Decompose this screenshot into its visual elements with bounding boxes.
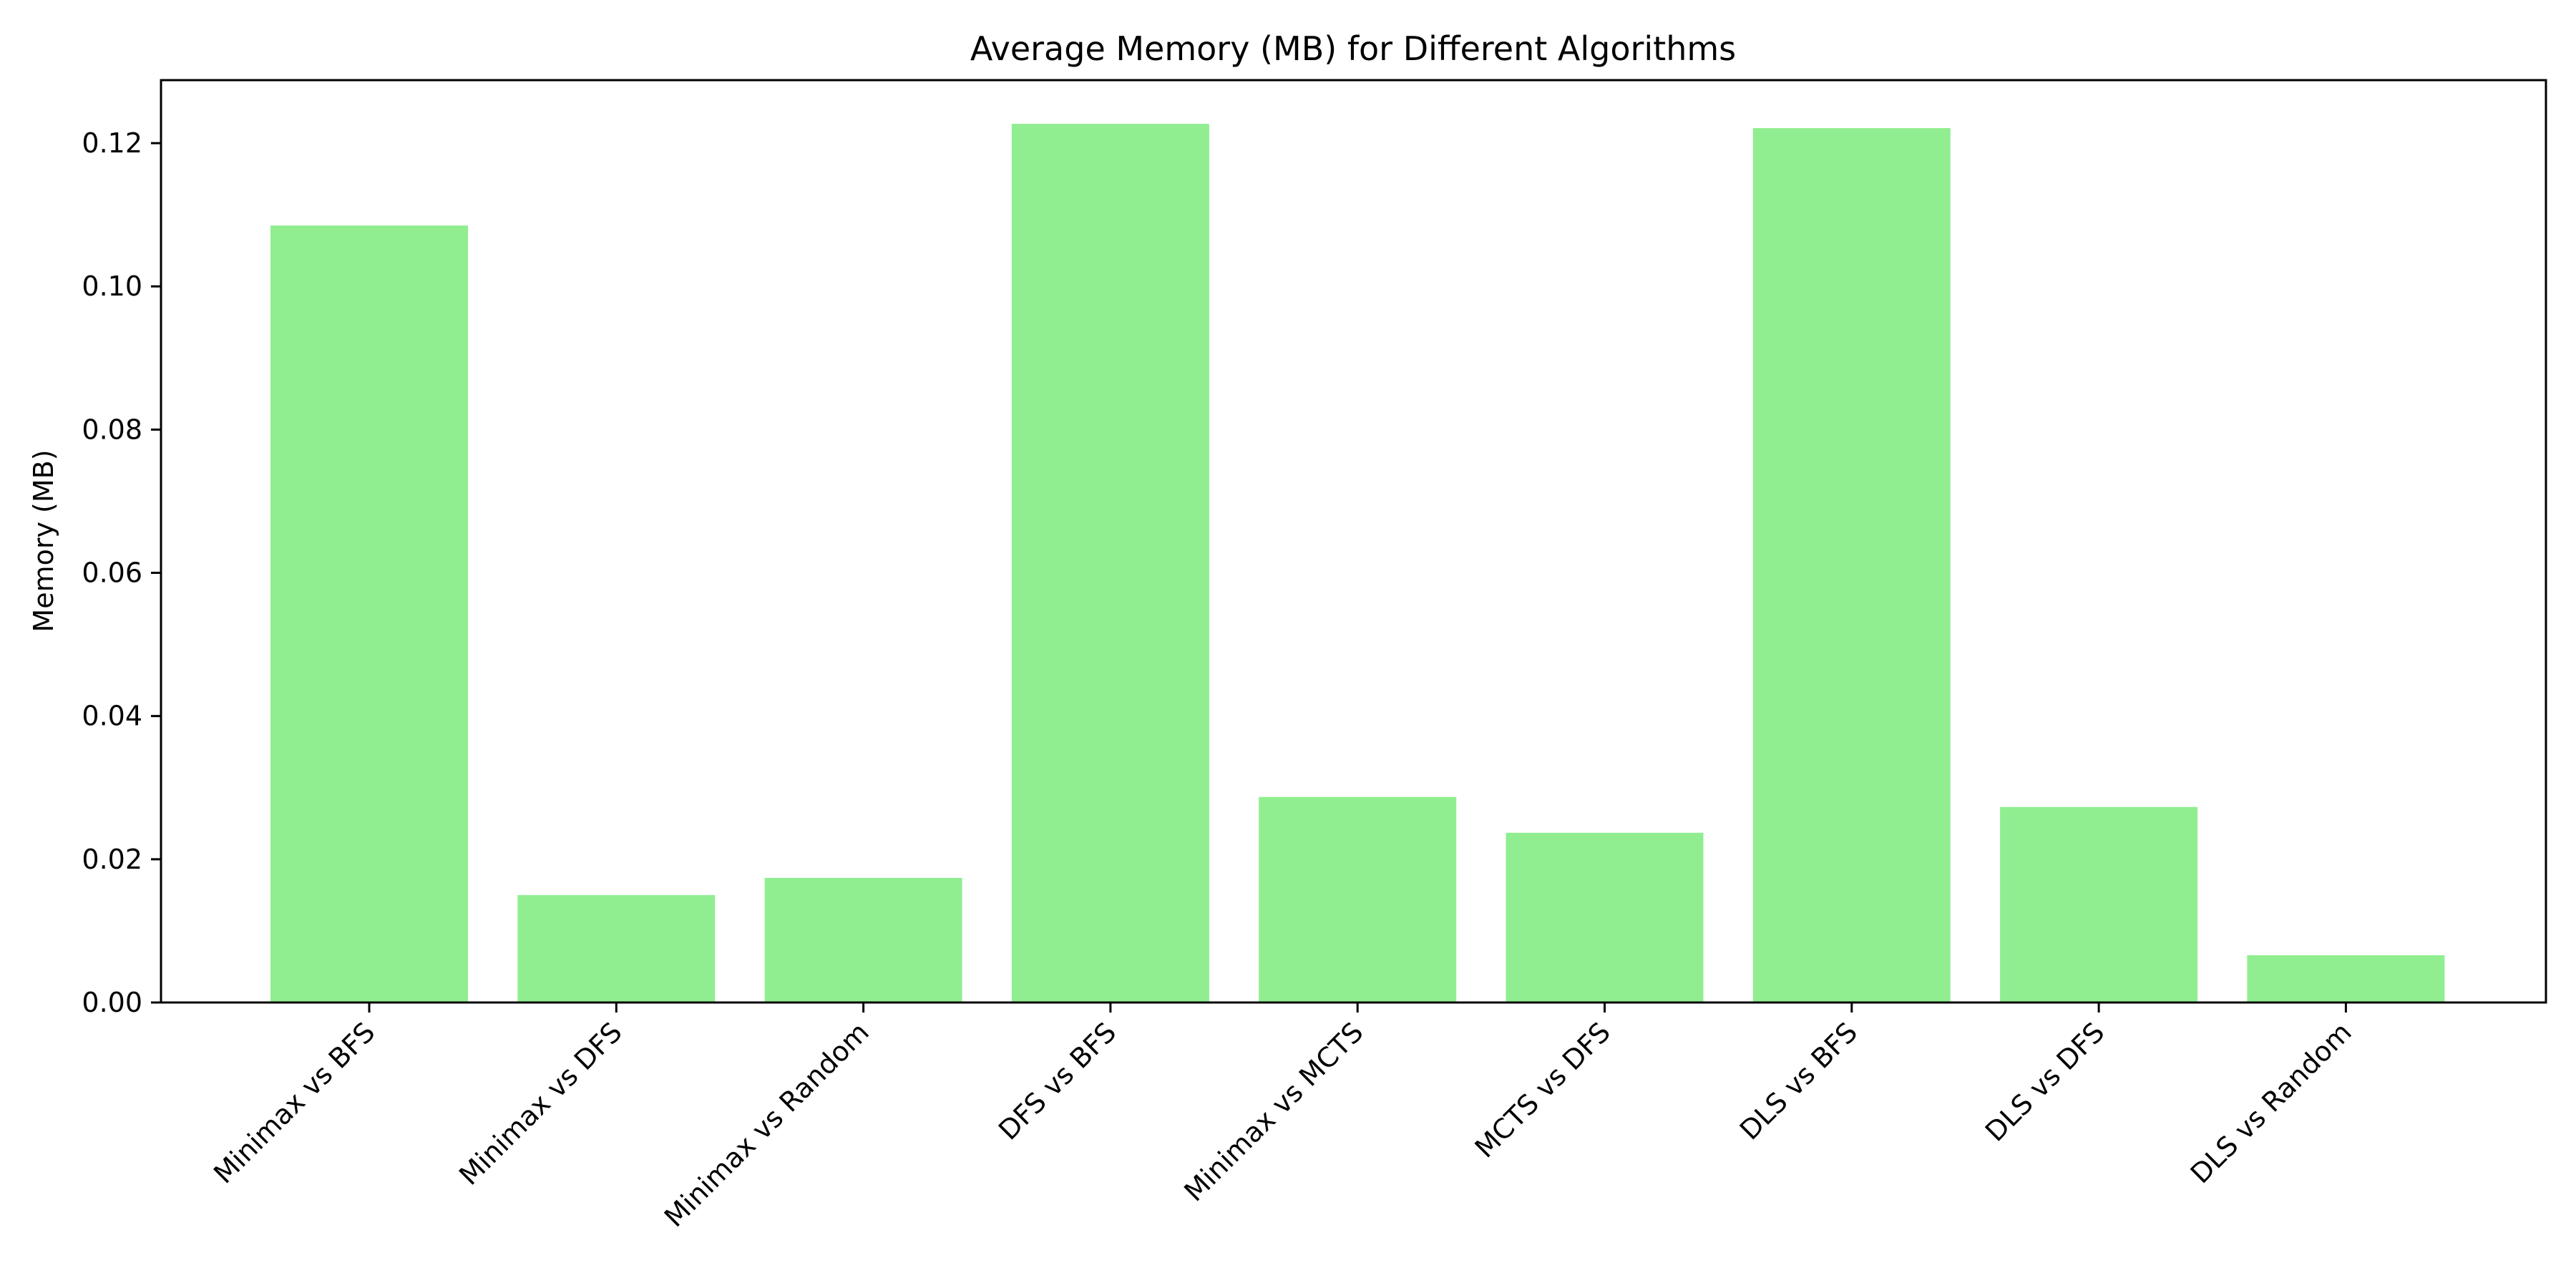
bar — [764, 877, 962, 1002]
bars-group — [270, 124, 2445, 1003]
bar — [1011, 124, 1209, 1002]
chart-title: Average Memory (MB) for Different Algori… — [970, 29, 1736, 68]
bar — [2000, 806, 2198, 1002]
bar — [1506, 832, 1704, 1002]
bar — [2247, 955, 2445, 1002]
x-tick-label: Minimax vs DFS — [453, 1016, 628, 1191]
x-tick-label: Minimax vs MCTS — [1178, 1016, 1369, 1207]
x-tick-label: DFS vs BFS — [992, 1016, 1122, 1146]
y-tick-label: 0.00 — [82, 987, 142, 1018]
x-tick-label: DLS vs DFS — [1979, 1016, 2111, 1148]
bar — [1259, 796, 1457, 1002]
y-tick-label: 0.08 — [82, 414, 142, 445]
y-tick-label: 0.02 — [82, 844, 142, 875]
x-tick-label: MCTS vs DFS — [1469, 1016, 1616, 1163]
bar — [517, 894, 716, 1002]
x-axis: Minimax vs BFS Minimax vs DFS Minimax vs R… — [208, 1002, 2358, 1233]
y-tick-label: 0.12 — [82, 127, 142, 159]
bar — [1752, 128, 1951, 1003]
y-axis: 0.00 0.02 0.04 0.06 0.08 0.10 0.12 — [82, 127, 161, 1018]
x-tick-label: DLS vs BFS — [1734, 1016, 1863, 1146]
y-tick-label: 0.06 — [82, 557, 142, 589]
bar — [270, 225, 468, 1003]
y-axis-label: Memory (MB) — [28, 449, 59, 632]
y-tick-label: 0.04 — [82, 701, 142, 732]
plot-frame — [160, 79, 2547, 1004]
x-tick-label: DLS vs Random — [2185, 1016, 2358, 1189]
x-tick-label: Minimax vs BFS — [208, 1016, 381, 1189]
x-tick-label: Minimax vs Random — [658, 1016, 875, 1233]
y-tick-label: 0.10 — [82, 270, 142, 302]
